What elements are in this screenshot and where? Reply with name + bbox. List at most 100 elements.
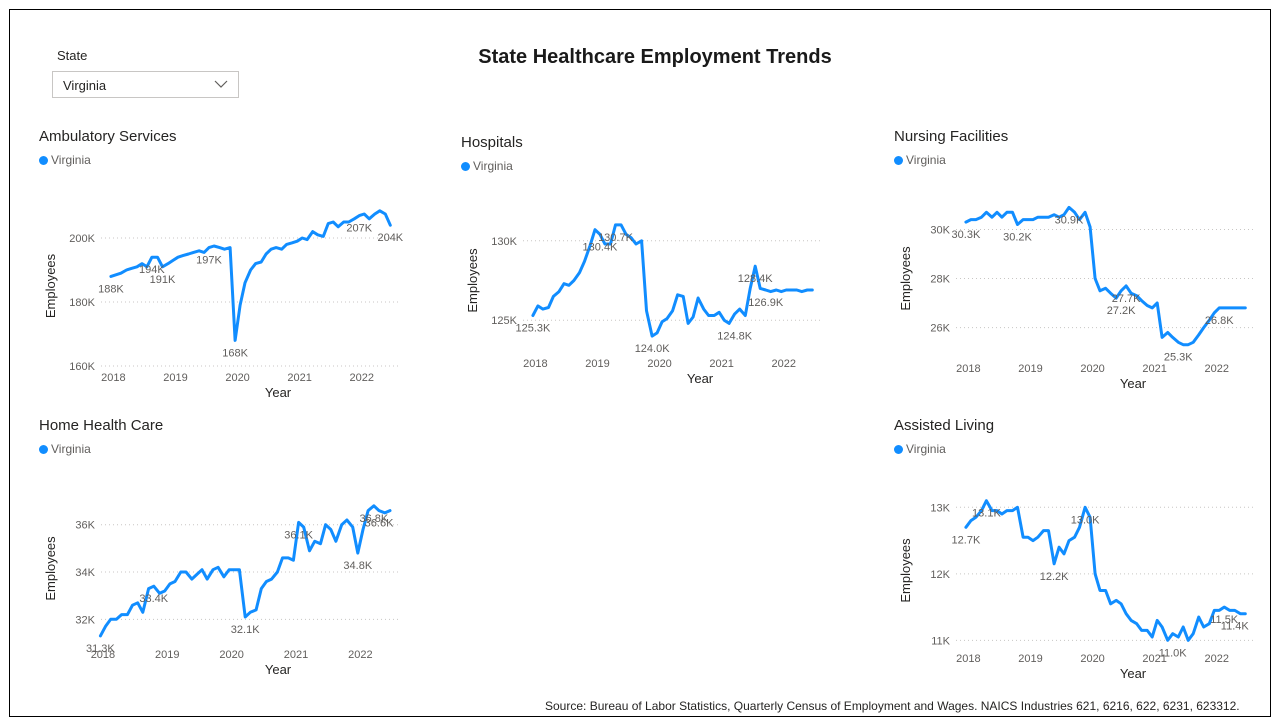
x-tick-label: 2022 — [348, 649, 372, 661]
x-tick-label: 2022 — [350, 372, 374, 384]
chart-title: Ambulatory Services — [39, 128, 177, 145]
y-tick-label: 160K — [69, 361, 95, 373]
y-tick-label: 28K — [930, 274, 950, 286]
x-tick-label: 2022 — [1205, 653, 1229, 665]
legend-item[interactable]: Virginia — [39, 442, 91, 456]
line-chart: 125K 130K 2018 2019 2020 2021 2022 Year Employee… — [465, 223, 821, 386]
data-label: 27.7K — [1112, 293, 1141, 305]
data-label: 34.8K — [343, 560, 372, 572]
state-dropdown[interactable]: Virginia — [52, 71, 239, 98]
x-axis-title: Year — [687, 371, 714, 386]
y-tick-label: 12K — [930, 569, 950, 581]
data-label: 33.4K — [139, 593, 168, 605]
data-label: 13.1K — [972, 508, 1001, 520]
x-tick-label: 2021 — [709, 358, 733, 370]
data-label: 30.3K — [952, 229, 981, 241]
x-tick-label: 2021 — [287, 372, 311, 384]
y-axis-title: Employees — [898, 538, 913, 603]
legend-label: Virginia — [51, 442, 91, 456]
chart-panel-nursing: Nursing Facilities Virginia 26K 28K 30K 201… — [894, 128, 1274, 398]
source-note: Source: Bureau of Labor Statistics, Quar… — [545, 699, 1240, 713]
y-tick-label: 32K — [75, 614, 95, 626]
data-label: 130.4K — [583, 241, 619, 253]
data-label: 194K — [139, 264, 165, 276]
report-title: State Healthcare Employment Trends — [478, 46, 832, 68]
data-label: 11.4K — [1221, 621, 1250, 633]
y-tick-label: 30K — [930, 224, 950, 236]
x-tick-label: 2019 — [1018, 363, 1042, 375]
data-label: 11.0K — [1159, 647, 1188, 659]
data-label: 31.3K — [86, 643, 115, 655]
x-tick-label: 2018 — [956, 363, 980, 375]
x-tick-label: 2022 — [772, 358, 796, 370]
data-label: 11.5K — [1210, 614, 1239, 626]
series-line-virginia — [964, 205, 1247, 347]
x-axis-title: Year — [1120, 666, 1147, 681]
data-label: 188K — [98, 283, 124, 295]
line-chart: 32K 34K 36K 2018 2019 2020 2021 2022 Year Employe… — [43, 504, 399, 677]
line-chart: 11K 12K 13K 2018 2019 2020 2021 2022 Year Employe… — [898, 499, 1254, 681]
data-label: 32.1K — [231, 624, 260, 636]
x-tick-label: 2020 — [219, 649, 243, 661]
y-tick-label: 180K — [69, 297, 95, 309]
chart-panel-ambulatory: Ambulatory Services Virginia 160K 180K 200… — [39, 128, 419, 400]
data-label: 130.7K — [598, 232, 634, 244]
chart-panel-hospitals: Hospitals Virginia 125K 130K 2018 2019 2020 2… — [461, 134, 841, 404]
chart-title: Nursing Facilities — [894, 128, 1009, 145]
legend-marker — [894, 156, 903, 165]
legend-marker — [39, 156, 48, 165]
legend-marker — [39, 445, 48, 454]
state-slicer-label: State — [57, 48, 88, 63]
data-label: 207K — [346, 223, 372, 235]
y-axis-title: Employees — [465, 248, 480, 313]
data-label: 168K — [222, 347, 248, 359]
x-tick-label: 2020 — [225, 372, 249, 384]
x-tick-label: 2019 — [1018, 653, 1042, 665]
data-label: 12.2K — [1040, 571, 1069, 583]
data-label: 197K — [196, 255, 222, 267]
chart-panel-assisted-living: Assisted Living Virginia 11K 12K 13K 2018 20… — [894, 417, 1274, 687]
y-axis-title: Employees — [898, 246, 913, 311]
chart-title: Assisted Living — [894, 417, 995, 434]
data-label: 204K — [377, 232, 403, 244]
data-label: 124.0K — [635, 343, 671, 355]
legend-item[interactable]: Virginia — [461, 159, 513, 173]
x-tick-label: 2022 — [1205, 363, 1229, 375]
x-tick-label: 2018 — [91, 649, 115, 661]
chart-title: Hospitals — [461, 134, 523, 151]
chevron-down-icon — [214, 80, 228, 88]
legend-label: Virginia — [906, 442, 946, 456]
x-axis-title: Year — [265, 662, 292, 677]
x-tick-label: 2018 — [956, 653, 980, 665]
data-label: 126.9K — [748, 297, 784, 309]
legend-item[interactable]: Virginia — [894, 153, 946, 167]
data-label: 125.3K — [515, 322, 551, 334]
y-tick-label: 125K — [491, 315, 517, 327]
x-tick-label: 2019 — [155, 649, 179, 661]
line-chart: 26K 28K 30K 2018 2019 2020 2021 2022 Year Employe… — [898, 205, 1254, 391]
x-tick-label: 2019 — [163, 372, 187, 384]
data-label: 124.8K — [717, 330, 753, 342]
x-tick-label: 2018 — [523, 358, 547, 370]
data-label: 30.9K — [1055, 214, 1084, 226]
legend-marker — [894, 445, 903, 454]
x-tick-label: 2021 — [284, 649, 308, 661]
state-dropdown-value: Virginia — [63, 78, 107, 93]
x-tick-label: 2021 — [1142, 653, 1166, 665]
data-label: 13.0K — [1071, 514, 1100, 526]
report-canvas: State Virginia State Healthcare Employme… — [9, 9, 1271, 717]
legend-item[interactable]: Virginia — [39, 153, 91, 167]
data-label: 36.1K — [284, 529, 313, 541]
x-tick-label: 2019 — [585, 358, 609, 370]
x-tick-label: 2020 — [1080, 363, 1104, 375]
data-label: 36.6K — [365, 518, 394, 530]
legend-item[interactable]: Virginia — [894, 442, 946, 456]
y-tick-label: 200K — [69, 233, 95, 245]
legend-label: Virginia — [473, 159, 513, 173]
x-axis-title: Year — [265, 385, 292, 400]
y-tick-label: 130K — [491, 236, 517, 248]
y-axis-title: Employees — [43, 253, 58, 318]
data-label: 30.2K — [1003, 232, 1032, 244]
data-label: 27.2K — [1107, 305, 1136, 317]
data-label: 25.3K — [1164, 352, 1193, 364]
